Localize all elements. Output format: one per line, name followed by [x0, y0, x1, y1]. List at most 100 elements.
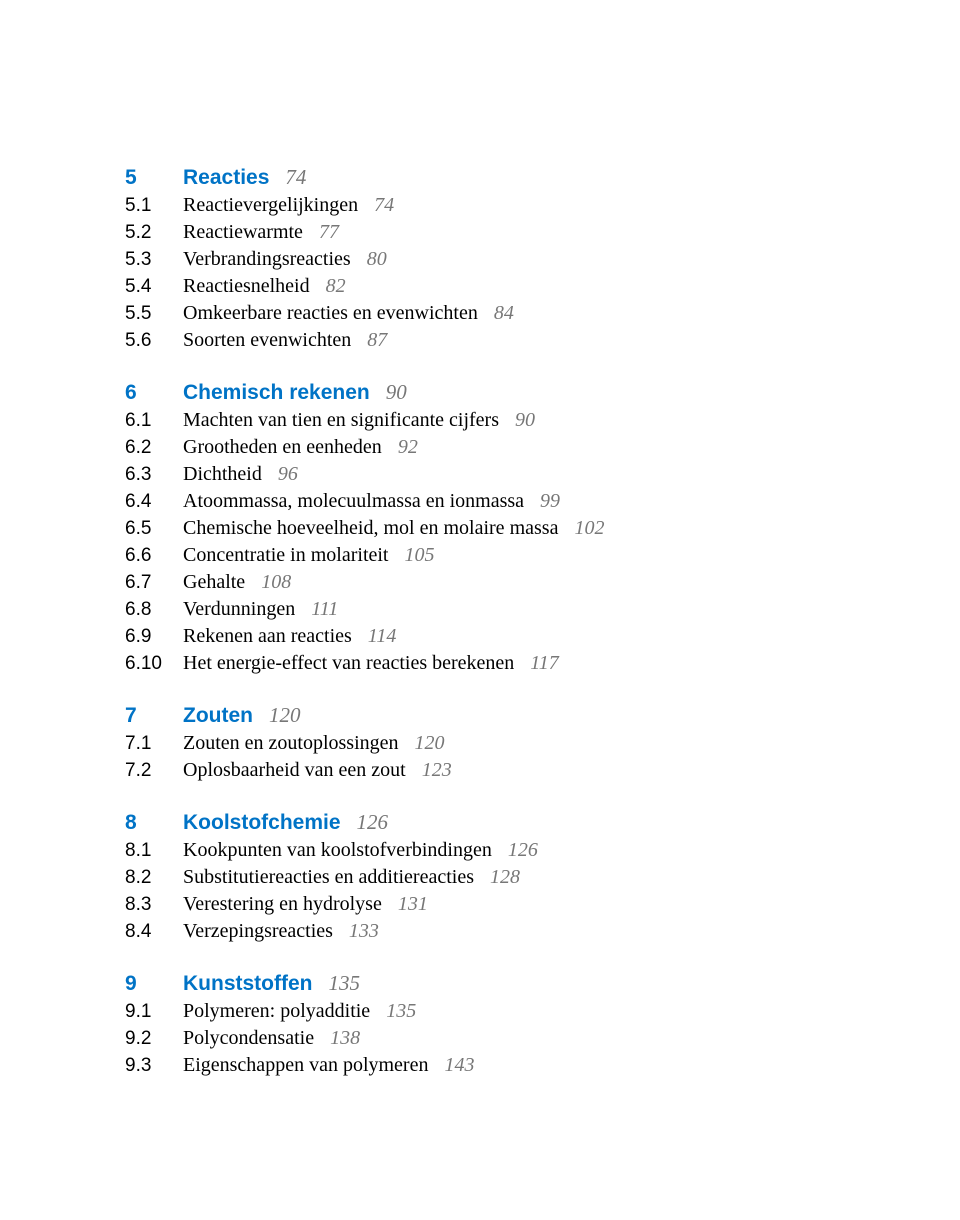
subsection-row: 8.2Substitutiereacties en additiereactie…	[125, 864, 880, 891]
chapter-title: Koolstofchemie	[183, 811, 341, 835]
subsection-page-number: 90	[515, 407, 535, 434]
subsection-number: 6.5	[125, 516, 183, 542]
chapter-heading: 9Kunststoffen135	[125, 971, 880, 996]
subsection-number: 6.1	[125, 408, 183, 434]
subsection-title: Dichtheid	[183, 461, 262, 488]
subsection-page-number: 84	[494, 300, 514, 327]
chapter-heading: 8Koolstofchemie 126	[125, 810, 880, 835]
subsection-number: 6.6	[125, 543, 183, 569]
subsection-row: 6.4Atoommassa, molecuulmassa en ionmassa…	[125, 488, 880, 515]
subsection-page-number: 82	[326, 273, 346, 300]
subsection-page-number: 74	[374, 192, 394, 219]
subsection-title: Concentratie in molariteit	[183, 542, 389, 569]
chapter-number: 9	[125, 972, 183, 996]
subsection-page-number: 105	[405, 542, 435, 569]
subsection-title: Polymeren: polyadditie	[183, 998, 370, 1025]
subsection-row: 9.2Polycondensatie 138	[125, 1025, 880, 1052]
subsection-number: 6.3	[125, 462, 183, 488]
subsection-page-number: 120	[415, 730, 445, 757]
subsection-row: 6.1Machten van tien en significante cijf…	[125, 407, 880, 434]
subsection-number: 6.2	[125, 435, 183, 461]
subsection-title: Polycondensatie	[183, 1025, 314, 1052]
subsection-title: Oplosbaarheid van een zout	[183, 757, 406, 784]
subsection-row: 5.5Omkeerbare reacties en evenwichten84	[125, 300, 880, 327]
chapter: 9Kunststoffen1359.1Polymeren: polyadditi…	[125, 971, 880, 1079]
subsection-number: 6.8	[125, 597, 183, 623]
subsection-row: 6.8Verdunningen 111	[125, 596, 880, 623]
subsection-title: Substitutiereacties en additiereacties	[183, 864, 474, 891]
subsection-title: Zouten en zoutoplossingen	[183, 730, 399, 757]
subsection-number: 5.4	[125, 274, 183, 300]
subsection-title: Het energie-effect van reacties berekene…	[183, 650, 514, 677]
subsection-page-number: 126	[508, 837, 538, 864]
subsection-page-number: 77	[319, 219, 339, 246]
subsection-page-number: 87	[367, 327, 387, 354]
subsection-page-number: 108	[261, 569, 291, 596]
subsection-page-number: 131	[398, 891, 428, 918]
subsection-row: 6.10Het energie-effect van reacties bere…	[125, 650, 880, 677]
subsection-row: 6.7Gehalte108	[125, 569, 880, 596]
subsection-number: 6.9	[125, 624, 183, 650]
subsection-title: Reactiewarmte	[183, 219, 303, 246]
subsection-row: 5.2Reactiewarmte 77	[125, 219, 880, 246]
chapter: 6Chemisch rekenen906.1Machten van tien e…	[125, 380, 880, 677]
chapter: 5Reacties745.1Reactievergelijkingen745.2…	[125, 165, 880, 354]
subsection-row: 8.3Verestering en hydrolyse131	[125, 891, 880, 918]
chapter-number: 6	[125, 381, 183, 405]
subsection-title: Gehalte	[183, 569, 245, 596]
subsection-title: Verestering en hydrolyse	[183, 891, 382, 918]
subsection-page-number: 135	[386, 998, 416, 1025]
subsection-page-number: 80	[367, 246, 387, 273]
subsection-title: Reactievergelijkingen	[183, 192, 358, 219]
subsection-title: Grootheden en eenheden	[183, 434, 382, 461]
chapter-number: 7	[125, 704, 183, 728]
subsection-number: 9.2	[125, 1026, 183, 1052]
subsection-title: Eigenschappen van polymeren	[183, 1052, 428, 1079]
chapter-heading: 5Reacties 74	[125, 165, 880, 190]
chapter-number: 5	[125, 166, 183, 190]
subsection-page-number: 133	[349, 918, 379, 945]
subsection-row: 6.9Rekenen aan reacties114	[125, 623, 880, 650]
subsection-number: 7.2	[125, 758, 183, 784]
subsection-row: 6.3Dichtheid 96	[125, 461, 880, 488]
subsection-row: 6.2Grootheden en eenheden 92	[125, 434, 880, 461]
subsection-title: Verbrandingsreacties	[183, 246, 351, 273]
subsection-row: 8.1Kookpunten van koolstofverbindingen 12…	[125, 837, 880, 864]
subsection-page-number: 128	[490, 864, 520, 891]
chapter-page-number: 120	[269, 703, 301, 728]
subsection-row: 7.1Zouten en zoutoplossingen120	[125, 730, 880, 757]
subsection-number: 5.2	[125, 220, 183, 246]
subsection-page-number: 138	[330, 1025, 360, 1052]
subsection-number: 8.4	[125, 919, 183, 945]
subsection-row: 5.1Reactievergelijkingen74	[125, 192, 880, 219]
subsection-number: 6.4	[125, 489, 183, 515]
subsection-page-number: 99	[540, 488, 560, 515]
chapter-heading: 6Chemisch rekenen90	[125, 380, 880, 405]
subsection-row: 7.2Oplosbaarheid van een zout123	[125, 757, 880, 784]
subsection-title: Kookpunten van koolstofverbindingen	[183, 837, 492, 864]
subsection-row: 9.1Polymeren: polyadditie 135	[125, 998, 880, 1025]
subsection-number: 9.3	[125, 1053, 183, 1079]
subsection-number: 5.5	[125, 301, 183, 327]
subsection-row: 5.6Soorten evenwichten87	[125, 327, 880, 354]
subsection-row: 5.4Reactiesnelheid 82	[125, 273, 880, 300]
subsection-title: Machten van tien en significante cijfers	[183, 407, 499, 434]
chapter-page-number: 74	[285, 165, 306, 190]
subsection-title: Verzepingsreacties	[183, 918, 333, 945]
subsection-title: Verdunningen	[183, 596, 295, 623]
subsection-page-number: 111	[311, 596, 338, 623]
subsection-page-number: 143	[444, 1052, 474, 1079]
chapter-page-number: 135	[329, 971, 361, 996]
subsection-number: 9.1	[125, 999, 183, 1025]
chapter-title: Reacties	[183, 166, 269, 190]
subsection-title: Reactiesnelheid	[183, 273, 310, 300]
subsection-row: 6.5Chemische hoeveelheid, mol en molaire…	[125, 515, 880, 542]
subsection-number: 8.1	[125, 838, 183, 864]
chapter-heading: 7Zouten120	[125, 703, 880, 728]
chapter-number: 8	[125, 811, 183, 835]
subsection-page-number: 92	[398, 434, 418, 461]
chapter-page-number: 126	[357, 810, 389, 835]
subsection-page-number: 96	[278, 461, 298, 488]
subsection-row: 6.6Concentratie in molariteit 105	[125, 542, 880, 569]
subsection-page-number: 114	[368, 623, 397, 650]
